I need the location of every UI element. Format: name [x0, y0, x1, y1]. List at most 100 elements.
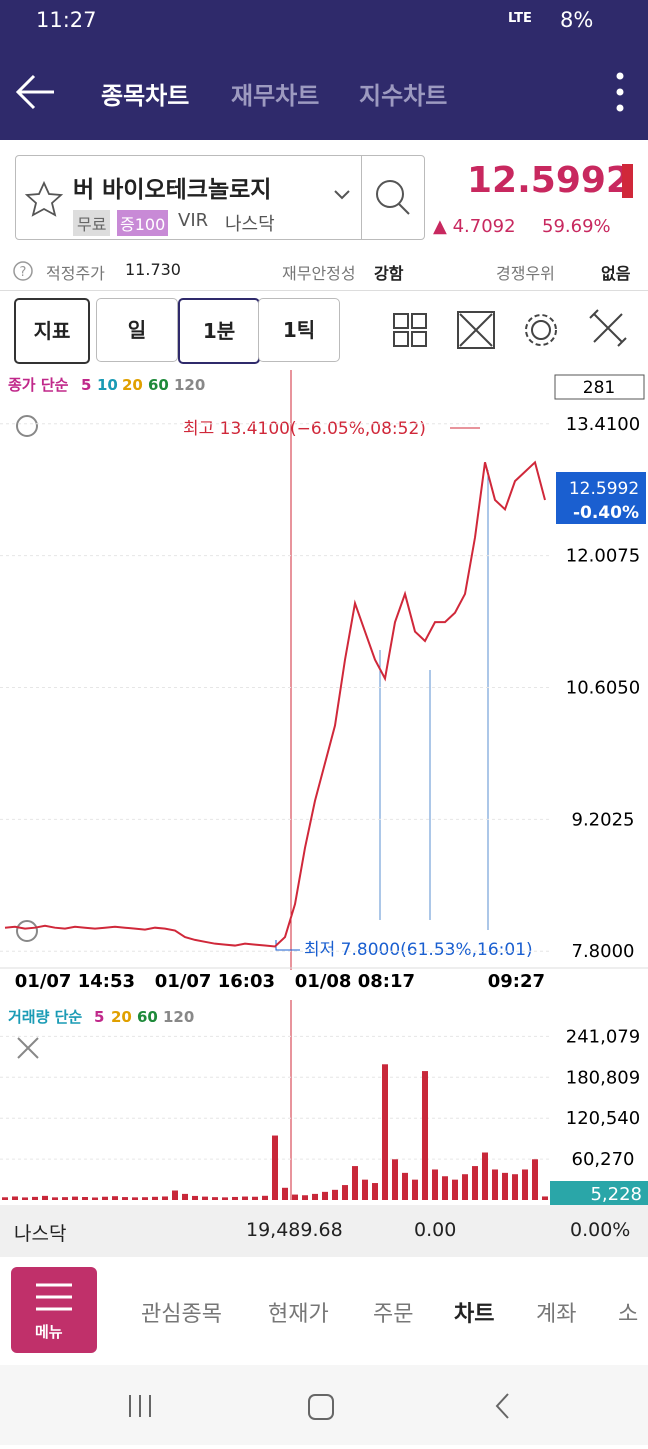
stock-box[interactable]: 버 바이오테크놀로지 무료 증100 VIR 나스닥	[15, 155, 425, 240]
dropdown[interactable]	[332, 188, 352, 202]
x-tick-label: 01/08 08:17	[295, 971, 415, 992]
legend-label: 20	[122, 376, 143, 394]
volume-bar	[132, 1197, 138, 1200]
indicator-button[interactable]: 지표	[14, 298, 90, 364]
period-button[interactable]: 1분	[178, 298, 260, 364]
count-box	[554, 374, 645, 400]
volume-bar	[152, 1196, 158, 1200]
volume-bar	[322, 1191, 328, 1200]
volume-bar	[62, 1197, 68, 1200]
legend-label: 20	[111, 1008, 132, 1026]
volume-bar	[332, 1189, 338, 1200]
volume-bar	[122, 1197, 128, 1200]
tag: VIR	[178, 210, 209, 231]
volume-bar	[462, 1174, 468, 1200]
volume-bar	[162, 1196, 168, 1200]
metric-label: 재무안정성	[282, 264, 356, 283]
y-tick-label: 60,270	[572, 1149, 635, 1170]
y-tick-label: 7.8000	[572, 941, 635, 962]
search-button[interactable]	[361, 156, 424, 239]
divider	[0, 290, 648, 291]
annotation-arrow	[275, 940, 300, 951]
svg-text:?: ?	[20, 265, 27, 280]
period-button[interactable]: 1틱	[258, 298, 340, 362]
legend-label: 5	[81, 376, 91, 394]
volume-bar	[232, 1196, 238, 1200]
volume-bar	[182, 1193, 188, 1200]
marker-lines	[379, 470, 489, 930]
favorite-star[interactable]	[24, 180, 64, 218]
menu-button[interactable]: 메뉴	[11, 1267, 97, 1353]
app-header: 종목차트 재무차트 지수차트	[0, 42, 648, 140]
volume-bar	[392, 1159, 398, 1200]
volume-bar	[212, 1197, 218, 1200]
back-button[interactable]	[14, 72, 58, 112]
home-button[interactable]	[308, 1394, 334, 1420]
volume-bar	[282, 1187, 288, 1200]
y-tick-label: 120,540	[566, 1108, 640, 1129]
volume-bar	[432, 1169, 438, 1200]
help-icon[interactable]: ?	[12, 260, 34, 282]
volume-bar	[492, 1169, 498, 1200]
nav-item[interactable]: 현재가	[268, 1302, 329, 1327]
tab[interactable]: 종목차트	[101, 82, 190, 110]
metric-value: 없음	[601, 264, 631, 283]
metric-label: 경쟁우위	[496, 264, 555, 283]
price-chart: 종가 단순 5 10 20 60 120 281 최고 13.4100(−6.0…	[0, 370, 648, 992]
volume-bar	[532, 1159, 538, 1200]
back-nav[interactable]	[495, 1393, 509, 1419]
tag: 무료	[73, 210, 111, 236]
recents-button[interactable]	[129, 1395, 151, 1417]
price-change-pct: 59.69%	[542, 216, 611, 237]
volume-bar	[542, 1196, 548, 1200]
index-change-pct: 0.00%	[570, 1219, 631, 1241]
volume-bar	[202, 1196, 208, 1200]
period-button[interactable]: 일	[96, 298, 178, 362]
high-annotation: 최고 13.4100(−6.05%,08:52)	[183, 419, 426, 439]
tab[interactable]: 지수차트	[359, 82, 448, 110]
x-tick-label: 09:27	[488, 971, 545, 992]
volume-bar	[222, 1197, 228, 1200]
last-volume-box	[550, 1181, 648, 1205]
close-icon[interactable]	[17, 1037, 39, 1059]
last-volume-label: 5,228	[590, 1184, 642, 1205]
more-menu[interactable]	[612, 70, 628, 114]
x-tick-label: 01/07 14:53	[15, 971, 135, 992]
nav-item[interactable]: 관심종목	[141, 1302, 222, 1327]
zoom-out[interactable]	[16, 920, 38, 942]
volume-bar	[452, 1179, 458, 1200]
volume-bar	[12, 1196, 18, 1200]
volume-bar	[82, 1197, 88, 1200]
tag: 증100	[117, 210, 169, 236]
volume-bar	[72, 1196, 78, 1200]
legend-label: 10	[97, 376, 118, 394]
legend-label: 종가 단순	[8, 376, 69, 394]
zoom-in[interactable]	[16, 415, 38, 437]
chart-tools[interactable]	[386, 306, 636, 356]
nav-item[interactable]: 계좌	[536, 1302, 577, 1327]
volume-bar	[272, 1135, 278, 1200]
volume-bar	[352, 1166, 358, 1200]
count-label: 281	[583, 378, 615, 398]
volume-bar	[2, 1197, 8, 1200]
y-tick-label: 13.4100	[566, 414, 640, 435]
nav-item[interactable]: 차트	[454, 1302, 495, 1327]
volume-bar	[142, 1197, 148, 1200]
x-tick-label: 01/07 16:03	[155, 971, 275, 992]
clock: 11:27	[36, 8, 97, 32]
legend-label: 60	[137, 1008, 158, 1026]
tab[interactable]: 재무차트	[231, 82, 320, 110]
price-line	[4, 460, 546, 948]
volume-bar	[242, 1196, 248, 1200]
nav-item[interactable]: 주문	[373, 1302, 414, 1327]
volume-bar	[102, 1196, 108, 1200]
metrics-row: ? 적정주가 11.730 재무안정성 강함 경쟁우위 없음	[0, 252, 648, 288]
volume-bar	[372, 1183, 378, 1200]
y-tick-label: 9.2025	[572, 809, 635, 830]
volume-bar	[112, 1196, 118, 1200]
legend-label: 120	[163, 1008, 194, 1026]
nav-item[interactable]: 소	[618, 1302, 639, 1327]
volume-bar	[522, 1169, 528, 1200]
legend-label: 120	[174, 376, 205, 394]
